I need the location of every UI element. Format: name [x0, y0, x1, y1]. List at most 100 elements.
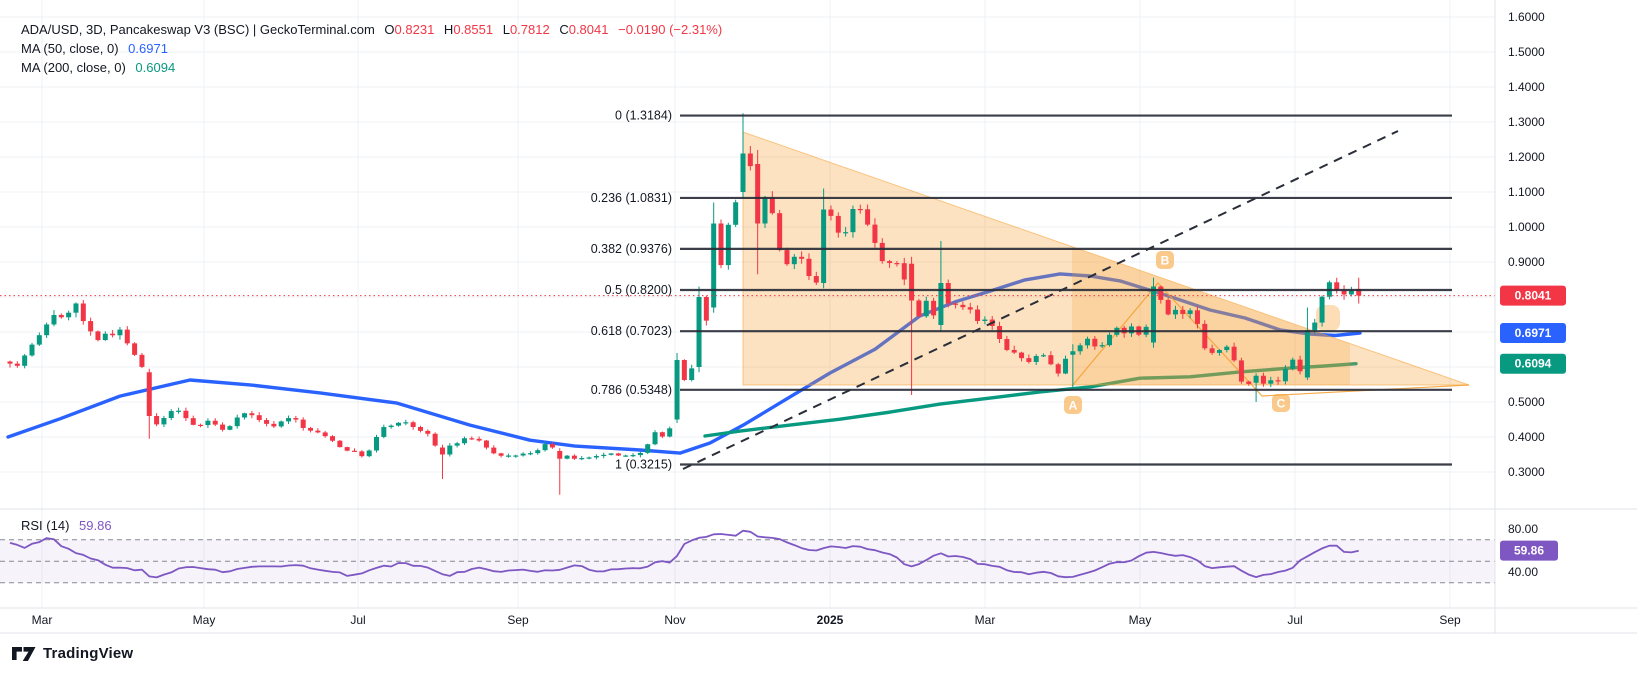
ohlc-close-label: C	[559, 22, 569, 37]
candle	[146, 372, 152, 416]
time-axis-label[interactable]: Mar	[32, 613, 53, 627]
candle	[139, 354, 145, 367]
candle	[1041, 355, 1047, 357]
candle	[88, 321, 94, 332]
candle	[982, 319, 988, 321]
price-axis-badge-text: 0.6094	[1515, 357, 1552, 371]
candle	[124, 329, 130, 344]
fib-label: 0.382 (0.9376)	[591, 242, 672, 256]
symbol-title-row[interactable]: ADA/USD, 3D, Pancakeswap V3 (BSC) | Geck…	[21, 20, 722, 39]
candle	[249, 413, 255, 416]
candle	[894, 263, 900, 265]
candle	[901, 263, 907, 280]
candle	[733, 202, 739, 225]
time-axis-label[interactable]: Nov	[664, 613, 685, 627]
candle	[1297, 359, 1303, 372]
candle	[505, 455, 511, 457]
candle	[234, 417, 240, 427]
candle	[623, 455, 629, 457]
time-axis-label[interactable]: Sep	[507, 613, 529, 627]
candle	[286, 418, 292, 422]
candle	[806, 258, 812, 277]
candle	[667, 428, 673, 437]
candle	[410, 422, 416, 428]
price-axis-badge	[1500, 323, 1566, 344]
candle	[227, 426, 233, 430]
price-axis-label: 1.6000	[1508, 10, 1545, 24]
candle	[51, 314, 57, 325]
candle	[967, 307, 973, 310]
fib-label: 0 (1.3184)	[615, 109, 672, 123]
candle	[58, 314, 64, 318]
price-axis-label: 1.2000	[1508, 150, 1545, 164]
candle	[740, 153, 746, 192]
candle	[102, 333, 108, 341]
candle	[1253, 375, 1259, 383]
rsi-pane	[0, 529, 1495, 584]
candle	[388, 425, 394, 428]
candle	[439, 447, 445, 455]
candle	[454, 443, 460, 446]
candle	[865, 209, 871, 225]
candle	[1048, 355, 1054, 365]
candle	[1158, 286, 1164, 300]
candle	[447, 445, 453, 455]
time-axis-label[interactable]: May	[1129, 613, 1152, 627]
time-axis-label[interactable]: Jul	[350, 613, 365, 627]
tradingview-attribution[interactable]: TradingView	[12, 645, 133, 662]
rsi-axis-badge	[1500, 540, 1558, 561]
ohlc-close-value: 0.8041	[568, 22, 609, 37]
rsi-axis-label: 40.00	[1508, 565, 1538, 579]
tradingview-brand-text: TradingView	[43, 645, 134, 662]
candle	[432, 433, 438, 446]
triangle-dark-overlay	[1072, 247, 1350, 385]
candle	[315, 430, 321, 433]
candle	[681, 360, 687, 380]
fib-label: 0.236 (1.0831)	[591, 191, 672, 205]
time-axis-label[interactable]: 2025	[817, 613, 844, 627]
rsi-legend-row[interactable]: RSI (14) 59.86	[21, 518, 112, 533]
candle	[80, 303, 86, 322]
candle	[161, 417, 167, 425]
price-axis-label: 0.9000	[1508, 255, 1545, 269]
time-axis-label[interactable]: Jul	[1287, 613, 1302, 627]
candle	[1209, 348, 1215, 353]
ma50-legend-row[interactable]: MA (50, close, 0) 0.6971	[21, 39, 722, 58]
candle	[953, 303, 959, 305]
fibonacci-retracement[interactable]: 0 (1.3184) 0.236 (1.0831) 0.382 (0.9376) 0.…	[591, 109, 1452, 472]
ma200-legend-row[interactable]: MA (200, close, 0) 0.6094	[21, 58, 722, 77]
candle	[395, 422, 401, 426]
wave-badge-letter: A	[1069, 399, 1078, 413]
time-axis-label[interactable]: Sep	[1439, 613, 1461, 627]
candle	[762, 197, 768, 224]
candle	[659, 432, 665, 437]
candle	[1011, 349, 1017, 353]
fib-label: 0.618 (0.7023)	[591, 324, 672, 338]
wave-badge-a	[1064, 396, 1082, 414]
candle	[476, 438, 482, 441]
candle	[1092, 338, 1098, 347]
time-axis-label[interactable]: May	[193, 613, 216, 627]
candle	[293, 418, 299, 420]
candle	[36, 335, 42, 345]
rsi-line	[9, 529, 1359, 579]
candle	[586, 457, 592, 459]
candle	[1246, 381, 1252, 384]
candle	[491, 447, 497, 454]
candle	[564, 455, 570, 459]
ohlc-low-label: L	[502, 22, 510, 37]
candle	[821, 209, 827, 283]
price-axis-label: 1.1000	[1508, 185, 1545, 199]
fib-label: 0.5 (0.8200)	[605, 283, 672, 297]
candle	[322, 432, 328, 437]
candle	[615, 453, 621, 456]
candle	[1304, 330, 1310, 378]
candle	[535, 450, 541, 454]
price-axis-label: 1.5000	[1508, 45, 1545, 59]
dashed-trendline[interactable]	[682, 130, 1399, 470]
price-axis-badge-text: 0.6971	[1515, 326, 1552, 340]
time-axis-label[interactable]: Mar	[975, 613, 996, 627]
candle	[549, 444, 555, 448]
